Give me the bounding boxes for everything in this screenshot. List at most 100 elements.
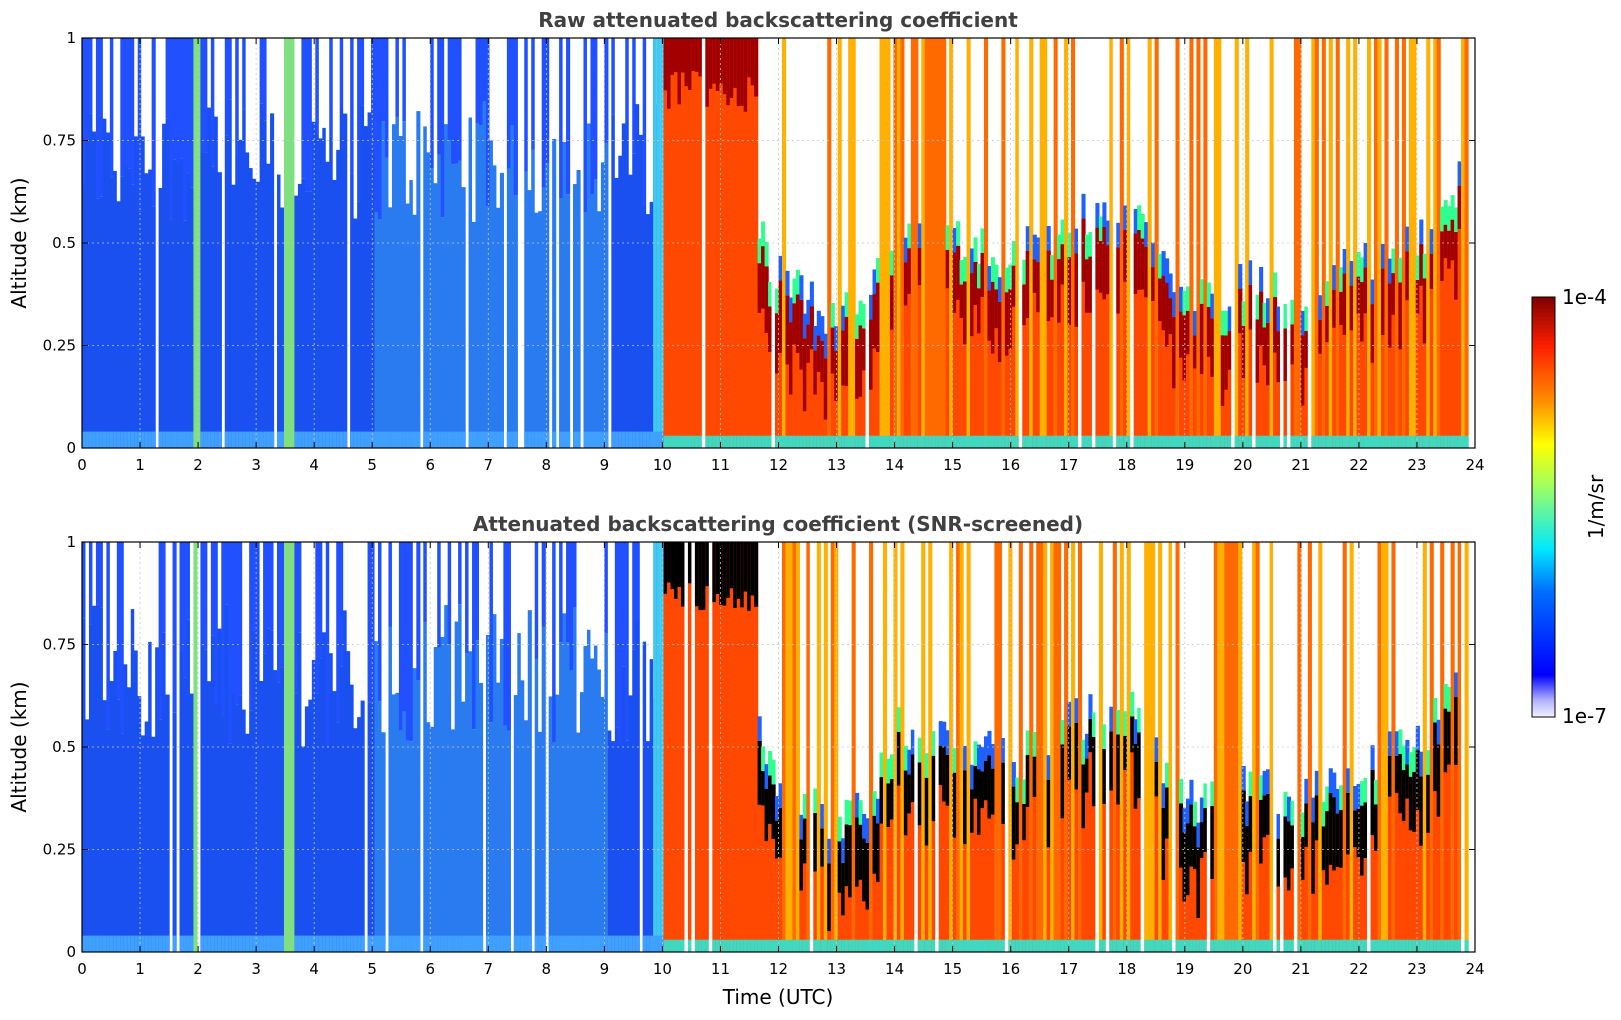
heatmap-strip	[1342, 273, 1347, 448]
heatmap-strip	[1081, 764, 1086, 952]
heatmap-strip	[1408, 752, 1413, 777]
heatmap-strip	[844, 824, 849, 952]
heatmap-strip	[1360, 435, 1365, 448]
heatmap-strip	[510, 431, 515, 448]
heatmap-strip	[165, 431, 170, 448]
heatmap-strip	[367, 431, 372, 448]
heatmap-strip	[1161, 275, 1166, 331]
heatmap-strip	[113, 431, 118, 448]
x-tick-label: 18	[1117, 960, 1136, 978]
heatmap-strip	[350, 38, 355, 174]
heatmap-strip	[301, 935, 306, 952]
heatmap-strip	[1314, 770, 1319, 796]
heatmap-strip	[235, 704, 240, 952]
heatmap-strip	[130, 542, 135, 610]
heatmap-strip	[1025, 250, 1030, 319]
x-tick-label: 21	[1291, 960, 1310, 978]
heatmap-strip	[635, 431, 640, 448]
heatmap-strip	[834, 939, 839, 952]
heatmap-strip	[1370, 279, 1375, 305]
heatmap-strip	[764, 241, 769, 267]
heatmap-strip	[1238, 542, 1243, 952]
heatmap-strip	[1360, 281, 1365, 342]
heatmap-strip	[304, 935, 309, 952]
heatmap-strip	[907, 435, 912, 448]
heatmap-strip	[820, 340, 825, 448]
heatmap-strip	[1332, 772, 1337, 798]
heatmap-strip	[997, 301, 1002, 448]
heatmap-strip	[1140, 213, 1145, 239]
heatmap-strip	[559, 198, 564, 448]
heatmap-strip	[1419, 244, 1424, 448]
heatmap-strip	[1339, 291, 1344, 448]
heatmap-strip	[1328, 792, 1333, 865]
heatmap-strip	[1447, 711, 1452, 952]
heatmap-strip	[945, 754, 950, 952]
heatmap-strip	[339, 935, 344, 952]
heatmap-strip	[158, 935, 163, 952]
heatmap-strip	[799, 275, 804, 300]
heatmap-strip	[301, 38, 306, 179]
heatmap-strip	[604, 38, 609, 143]
heatmap-strip	[381, 121, 386, 448]
heatmap-strip	[322, 542, 327, 633]
heatmap-strip	[1178, 778, 1184, 804]
heatmap-strip	[141, 431, 146, 448]
heatmap-strip	[576, 732, 581, 952]
heatmap-strip	[876, 282, 881, 352]
heatmap-strip	[761, 221, 766, 247]
heatmap-strip	[1185, 823, 1191, 896]
heatmap-strip	[593, 645, 599, 952]
heatmap-strip	[917, 248, 922, 448]
x-tick-label: 17	[1059, 456, 1078, 474]
x-tick-label: 9	[600, 960, 610, 978]
heatmap-strip	[1116, 709, 1121, 735]
heatmap-strip	[903, 237, 908, 263]
heatmap-strip	[635, 935, 640, 952]
heatmap-strip	[1259, 799, 1264, 864]
heatmap-strip	[792, 939, 797, 952]
heatmap-strip	[398, 38, 403, 136]
heatmap-strip	[1025, 755, 1030, 952]
heatmap-strip	[677, 542, 682, 587]
heatmap-strip	[155, 935, 160, 952]
heatmap-strip	[1210, 806, 1215, 879]
heatmap-strip	[1123, 711, 1128, 736]
heatmap-strip	[889, 435, 895, 448]
heatmap-strip	[374, 542, 379, 642]
heatmap-strip	[708, 542, 713, 952]
heatmap-strip	[144, 173, 149, 448]
heatmap-strip	[597, 935, 602, 952]
heatmap-strip	[1192, 826, 1197, 870]
heatmap-strip	[559, 935, 564, 952]
heatmap-strip	[611, 741, 616, 952]
heatmap-strip	[1394, 38, 1399, 448]
heatmap-strip	[82, 38, 87, 186]
heatmap-strip	[1241, 939, 1246, 952]
heatmap-strip	[674, 435, 679, 448]
heatmap-strip	[799, 814, 804, 840]
heatmap-strip	[259, 38, 264, 104]
heatmap-strip	[1011, 241, 1016, 266]
heatmap-strip	[1189, 804, 1194, 867]
heatmap-strip	[1098, 435, 1103, 448]
x-tick-label: 7	[484, 960, 494, 978]
heatmap-strip	[764, 764, 769, 789]
heatmap-strip	[106, 729, 111, 952]
heatmap-strip	[977, 263, 982, 289]
heatmap-strip	[308, 191, 313, 448]
heatmap-strip	[189, 935, 195, 952]
heatmap-strip	[1335, 788, 1340, 814]
heatmap-strip	[1081, 764, 1086, 829]
heatmap-strip	[757, 238, 762, 264]
heatmap-strip	[207, 38, 212, 108]
heatmap-strip	[1098, 216, 1103, 242]
heatmap-strip	[207, 431, 212, 448]
heatmap-strip	[1283, 791, 1288, 817]
heatmap-strip	[1419, 244, 1424, 286]
heatmap-strip	[1245, 825, 1250, 895]
heatmap-strip	[733, 939, 738, 952]
heatmap-strip	[1001, 738, 1006, 763]
heatmap-strip	[858, 300, 863, 326]
heatmap-strip	[458, 935, 463, 952]
